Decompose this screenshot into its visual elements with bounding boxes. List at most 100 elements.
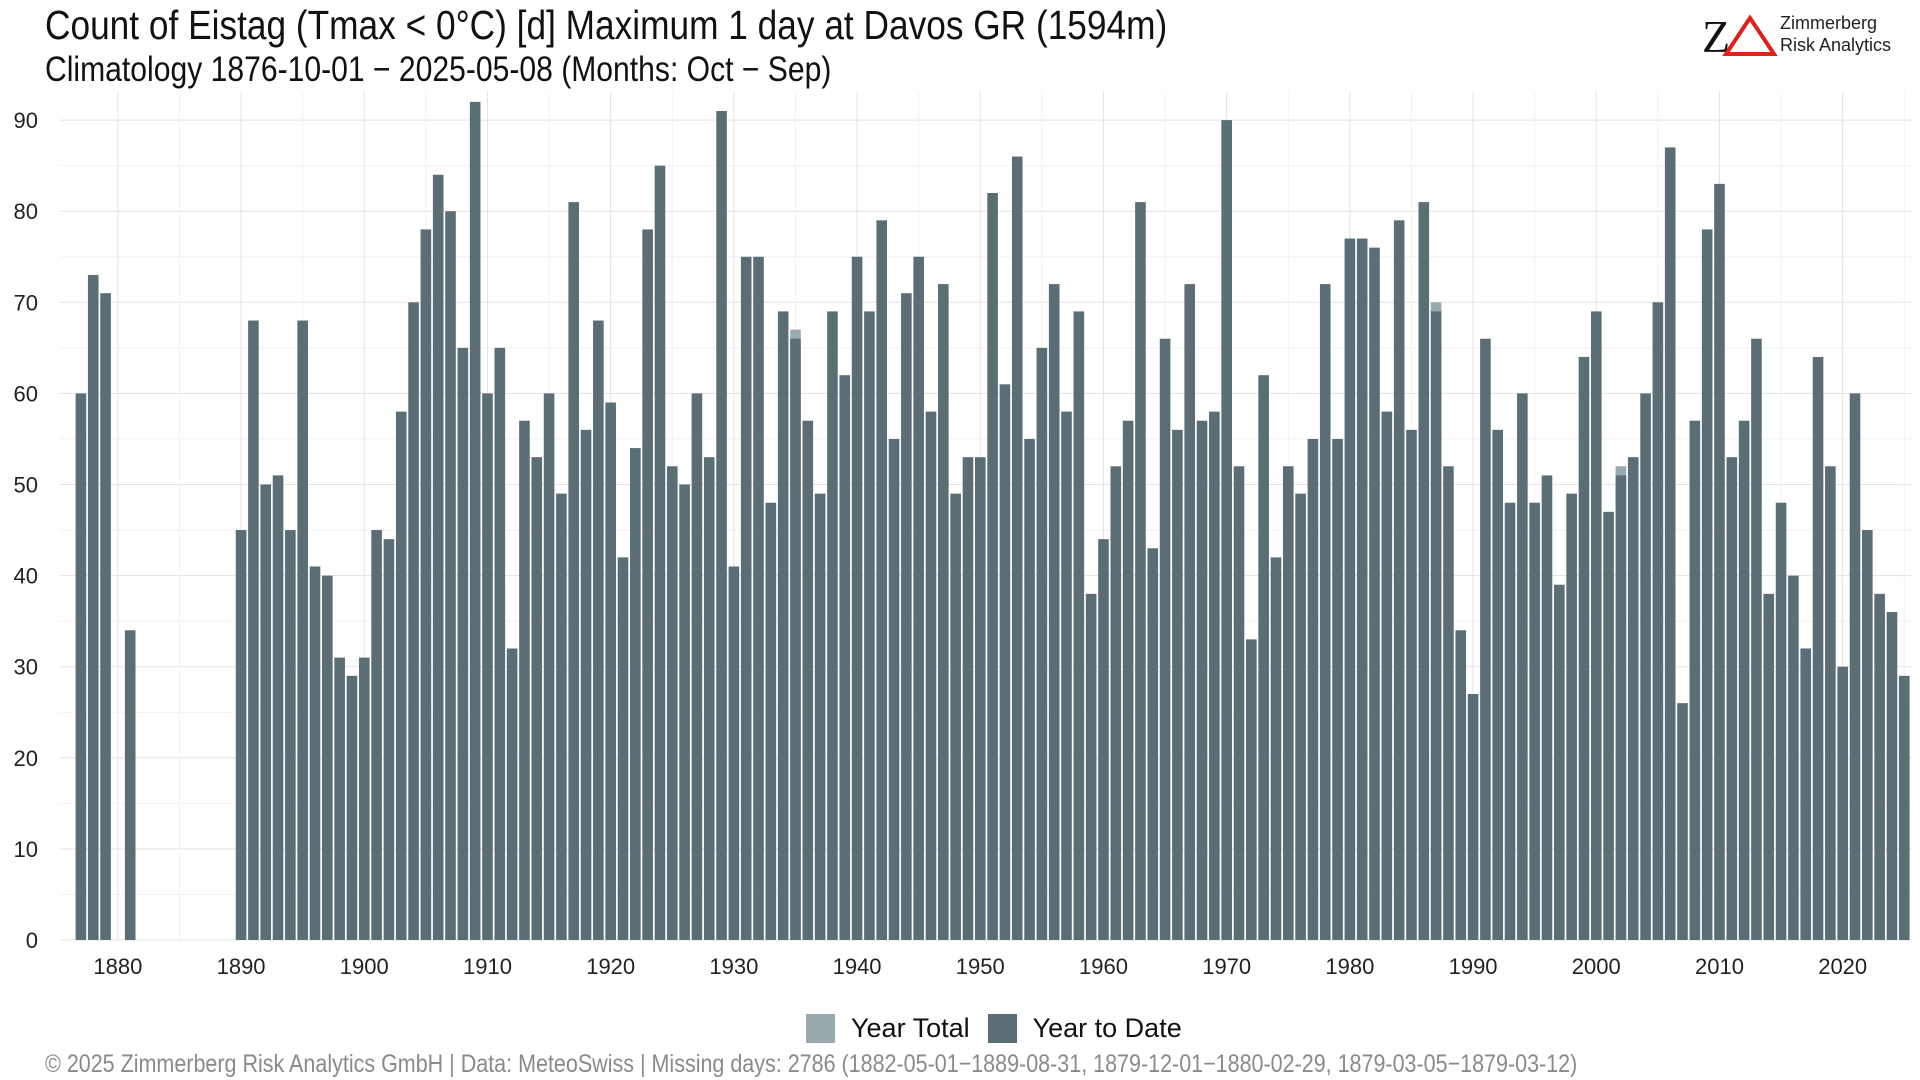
bar-year-to-date (371, 530, 382, 940)
bar-year-to-date (1480, 338, 1491, 940)
bar-year-to-date (580, 429, 592, 940)
x-tick-label: 2000 (1572, 954, 1621, 979)
bar-chart: 0 10 20 30 40 50 60 70 80 90 1880 1890 1900 1910 1920… (14, 92, 1912, 979)
bar-year-to-date (334, 657, 345, 940)
x-tick-label: 1950 (956, 954, 1005, 979)
bar-year-to-date (1898, 675, 1910, 940)
bar-year-to-date (1282, 466, 1294, 940)
bar-year-to-date (285, 530, 296, 940)
bar-year-to-date (100, 293, 111, 940)
bar-year-to-date (1788, 575, 1799, 940)
bar-year-to-date (1862, 530, 1873, 940)
legend-swatch-year-total (806, 1013, 835, 1043)
bar-year-to-date (666, 466, 678, 940)
bar-year-to-date (1172, 429, 1183, 940)
bar-year-to-date (950, 493, 961, 940)
bar-year-to-date (531, 457, 543, 940)
bar-year-to-date (1763, 593, 1775, 940)
bar-year-to-date (568, 202, 580, 941)
bar-year-to-date (1258, 375, 1269, 940)
x-tick-label: 1880 (93, 954, 142, 979)
x-tick-label: 1890 (217, 954, 266, 979)
bar-year-to-date (1209, 411, 1220, 940)
bar-year-to-date (124, 630, 136, 940)
za-logo-mark-icon: Z (1702, 11, 1778, 62)
bar-year-to-date (1406, 429, 1417, 940)
x-tick-label: 1900 (340, 954, 389, 979)
bar-year-to-date (1061, 411, 1072, 940)
bar-year-to-date (913, 256, 924, 940)
bar-year-to-date (1726, 457, 1738, 940)
bar-year-to-date (1430, 311, 1442, 940)
bar-year-to-date (1443, 466, 1454, 940)
bar-year-to-date (248, 320, 259, 940)
bar-year-to-date (1011, 156, 1023, 941)
legend-swatch-year-to-date (987, 1013, 1017, 1043)
x-tick-label: 1990 (1449, 954, 1498, 979)
chart-legend: Year Total Year to Date (806, 1012, 1200, 1044)
y-tick-label: 80 (14, 199, 38, 224)
bar-year-to-date (642, 229, 653, 941)
bar-year-to-date (1184, 284, 1196, 941)
bar-year-to-date (1147, 548, 1159, 940)
bar-year-to-date (716, 110, 727, 941)
bar-year-to-date (1344, 238, 1356, 940)
legend-item-year-total: Year Total (806, 1013, 970, 1044)
bar-year-to-date (297, 320, 308, 940)
bar-year-to-date (556, 493, 567, 940)
bar-year-to-date (740, 256, 752, 940)
bar-year-to-date (1701, 229, 1713, 941)
chart-subtitle: Climatology 1876-10-01 − 2025-05-08 (Mon… (45, 50, 832, 89)
footer-credits: © 2025 Zimmerberg Risk Analytics GmbH | … (45, 1050, 1578, 1078)
bar-year-to-date (1578, 356, 1590, 941)
x-tick-label: 2010 (1695, 954, 1744, 979)
logo-name-line1: Zimmerberg (1780, 13, 1878, 33)
bar-year-to-date (1196, 420, 1208, 941)
bar-year-to-date (1874, 593, 1885, 940)
bar-year-to-date (839, 375, 851, 940)
bar-year-to-date (1048, 284, 1060, 941)
bar-year-to-date (1319, 284, 1331, 941)
bar-year-to-date (1800, 648, 1812, 940)
bar-year-to-date (802, 420, 814, 941)
bar-year-to-date (864, 311, 875, 940)
bar-year-to-date (1024, 438, 1035, 940)
bar-year-to-date (1221, 120, 1232, 941)
bar-year-to-date (346, 675, 358, 940)
bar-year-to-date (901, 293, 912, 940)
y-tick-label: 10 (14, 837, 38, 862)
bar-year-to-date (888, 438, 900, 940)
bar-year-to-date (1270, 557, 1282, 940)
bar-year-to-date (1541, 475, 1553, 940)
bar-year-to-date (260, 484, 272, 940)
bar-year-to-date (691, 393, 703, 940)
bar-year-to-date (543, 393, 555, 940)
bar-year-to-date (1098, 539, 1109, 940)
bar-year-to-date (827, 311, 838, 940)
bar-year-to-date (814, 493, 826, 940)
bar-year-to-date (1246, 639, 1257, 940)
x-tick-label: 2020 (1818, 954, 1867, 979)
bar-year-to-date (876, 220, 888, 940)
y-tick-label: 60 (14, 381, 38, 406)
y-tick-label: 40 (14, 564, 38, 589)
bar-year-to-date (593, 320, 604, 940)
bar-year-to-date (703, 457, 715, 940)
bar-year-to-date (457, 347, 469, 941)
bar-year-to-date (1566, 493, 1577, 940)
bar-year-to-date (617, 557, 629, 940)
bar-year-to-date (630, 448, 641, 940)
bar-year-to-date (1381, 411, 1393, 940)
bar-year-to-date (1036, 347, 1048, 941)
y-tick-label: 90 (14, 108, 38, 133)
bar-year-to-date (925, 411, 937, 940)
bar-year-to-date (1369, 247, 1380, 940)
x-tick-label: 1970 (1202, 954, 1251, 979)
bar-year-to-date (679, 484, 690, 940)
company-logo: Z Zimmerberg Risk Analytics (1700, 10, 1900, 62)
bar-year-to-date (482, 393, 493, 940)
bar-year-to-date (1122, 420, 1134, 941)
bar-year-to-date (1677, 703, 1688, 940)
bar-year-to-date (408, 302, 419, 940)
bar-year-to-date (1159, 338, 1171, 940)
